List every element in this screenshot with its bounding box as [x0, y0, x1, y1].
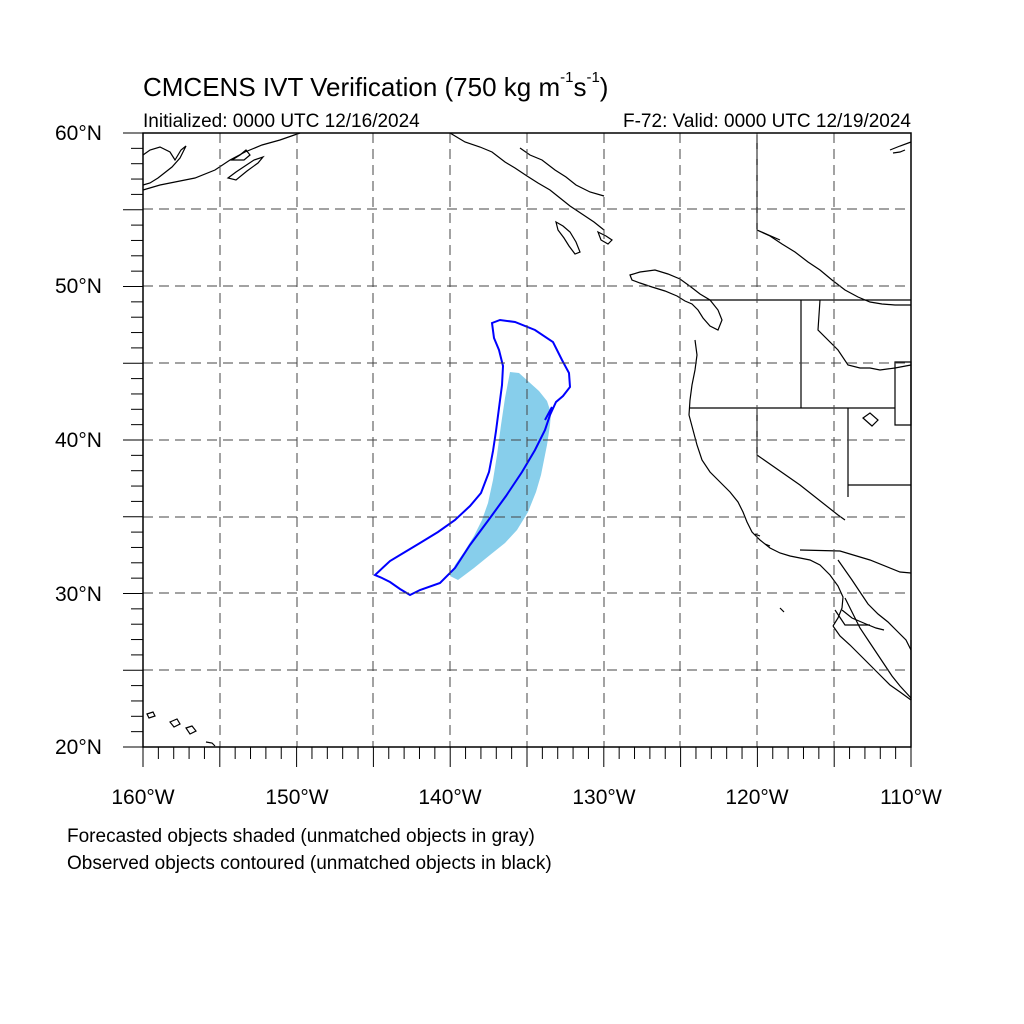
lat-label-50n: 50°N	[55, 275, 102, 298]
lat-label-40n: 40°N	[55, 429, 102, 452]
lat-label-60n: 60°N	[55, 122, 102, 145]
map-title: CMCENS IVT Verification (750 kg m-1s-1)	[143, 69, 609, 102]
valid-time: F-72: Valid: 0000 UTC 12/19/2024	[623, 111, 911, 132]
axis-ticks	[123, 132, 912, 767]
lat-label-30n: 30°N	[55, 583, 102, 606]
lon-label-160w: 160°W	[111, 786, 175, 809]
lat-label-20n: 20°N	[55, 736, 102, 759]
lon-label-120w: 120°W	[725, 786, 789, 809]
lon-label-140w: 140°W	[418, 786, 482, 809]
lon-label-150w: 150°W	[265, 786, 329, 809]
grid-lines	[143, 133, 911, 747]
forecast-note: Forecasted objects shaded (unmatched obj…	[67, 826, 535, 847]
lon-label-110w: 110°W	[880, 786, 942, 809]
observed-object-contour	[373, 318, 572, 597]
observed-note: Observed objects contoured (unmatched ob…	[67, 853, 552, 874]
coastlines	[142, 132, 912, 747]
initialized-time: Initialized: 0000 UTC 12/16/2024	[143, 111, 420, 132]
lon-label-130w: 130°W	[572, 786, 636, 809]
forecast-object-shading	[450, 372, 551, 580]
